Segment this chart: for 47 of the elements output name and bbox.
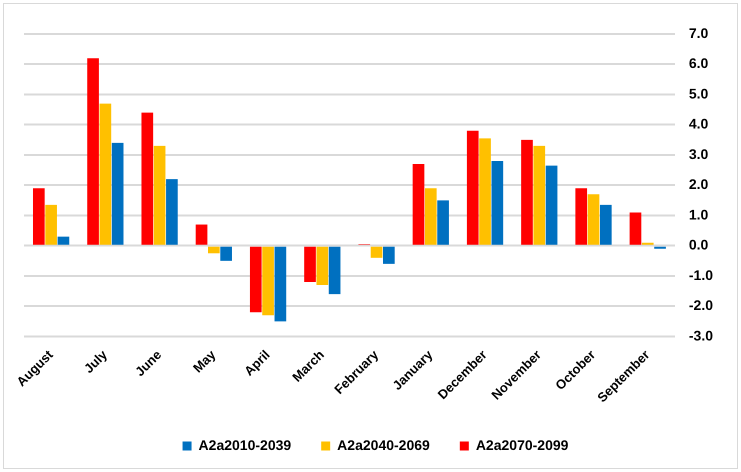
bar xyxy=(491,161,504,245)
y-tick-label: 3.0 xyxy=(688,146,709,162)
bar xyxy=(112,142,124,245)
y-tick-label: -2.0 xyxy=(688,297,714,314)
y-tick-label: 6.0 xyxy=(688,55,709,72)
bar xyxy=(328,246,340,294)
bar xyxy=(87,58,99,245)
legend-label: A2a2040-2069 xyxy=(337,436,430,453)
bar xyxy=(208,246,220,254)
bar xyxy=(575,188,588,245)
legend-label: A2a2010-2039 xyxy=(198,436,292,453)
y-tick-label: 4.0 xyxy=(688,116,709,132)
bar xyxy=(479,138,491,245)
y-tick-label: -3.0 xyxy=(688,327,714,344)
bar xyxy=(437,200,449,245)
bar xyxy=(154,146,166,245)
bar xyxy=(546,166,558,245)
legend-label: A2a2070-2099 xyxy=(476,436,569,453)
y-tick-label: 2.0 xyxy=(688,176,709,192)
bar xyxy=(533,146,546,245)
bar xyxy=(600,204,612,245)
bar xyxy=(412,164,424,245)
bar xyxy=(262,246,274,316)
bar xyxy=(424,188,437,245)
bar xyxy=(466,130,479,245)
y-tick-label: 7.0 xyxy=(688,24,709,41)
bar xyxy=(383,246,395,264)
bar xyxy=(370,246,382,258)
y-tick-label: 0.0 xyxy=(688,236,709,253)
y-tick-label: -1.0 xyxy=(688,266,714,283)
bar xyxy=(141,112,154,245)
bar xyxy=(32,188,45,245)
y-tick-label: 5.0 xyxy=(688,85,709,102)
bar xyxy=(100,104,112,245)
bar xyxy=(588,194,600,245)
bar xyxy=(630,212,642,245)
bar xyxy=(250,246,262,312)
bar xyxy=(196,224,208,245)
bar xyxy=(521,140,533,245)
bar xyxy=(274,246,286,322)
bar xyxy=(316,246,328,286)
bar xyxy=(58,236,70,245)
bar xyxy=(166,179,178,245)
y-tick-label: 1.0 xyxy=(688,206,709,222)
bar xyxy=(304,246,316,282)
bar xyxy=(220,246,232,261)
bar xyxy=(45,204,57,245)
